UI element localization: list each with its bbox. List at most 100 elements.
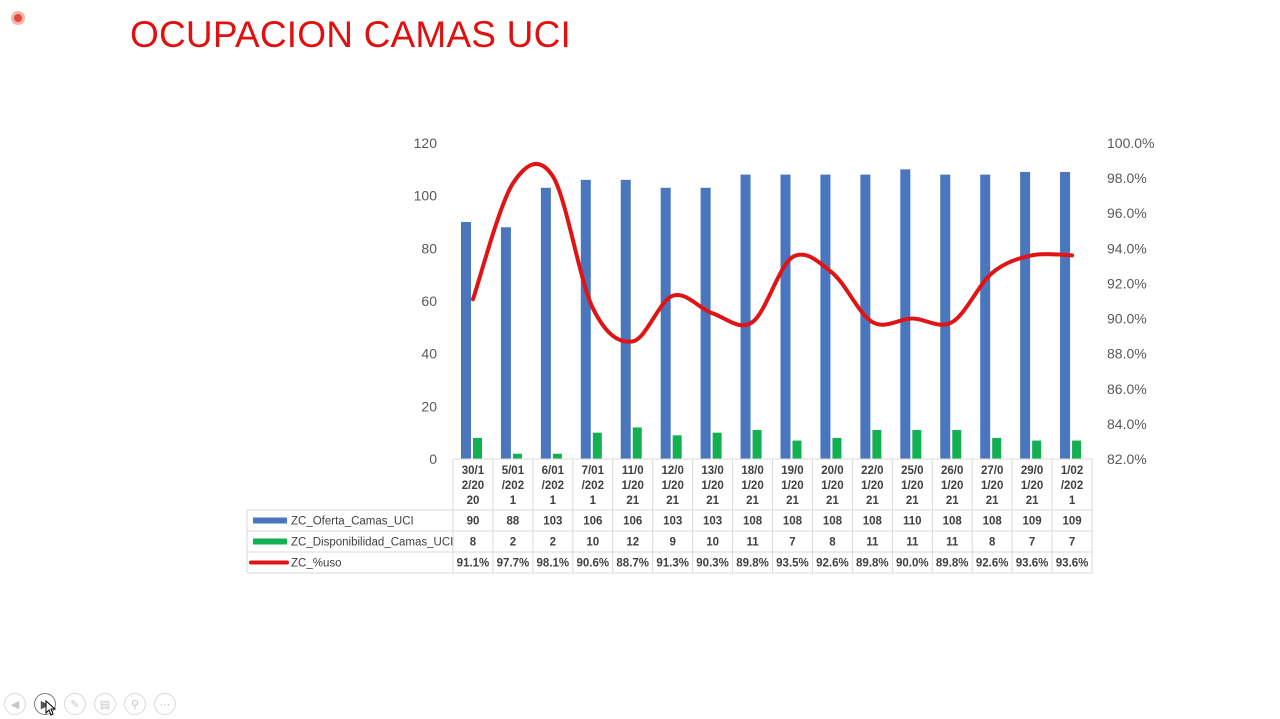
table-cell-value: 89.8% <box>936 558 969 570</box>
bar-zc_oferta_camas_uci <box>780 174 791 459</box>
slide-title: OCUPACION CAMAS UCI <box>130 14 571 55</box>
x-tick-label: 1/20 <box>781 480 803 492</box>
table-cell-value: 108 <box>863 516 883 528</box>
bar-zc_oferta_camas_uci <box>1060 171 1071 459</box>
bar-zc_disponibilidad_camas_uci <box>872 430 882 459</box>
x-tick-label: 20 <box>467 495 480 507</box>
y-right-tick-label: 96.0% <box>1107 205 1147 221</box>
table-cell-value: 89.8% <box>856 558 889 570</box>
table-cell-value: 8 <box>989 537 996 549</box>
zoom-icon[interactable]: ⚲ <box>124 693 146 715</box>
legend-label: ZC_Disponibilidad_Camas_UCI <box>291 537 453 549</box>
pen-icon[interactable]: ✎ <box>64 693 86 715</box>
line-zc-uso <box>470 161 1075 344</box>
x-tick-label: 1/20 <box>941 480 963 492</box>
slides-icon[interactable]: ▤ <box>94 693 116 715</box>
table-cell-value: 11 <box>866 537 879 549</box>
bar-zc_oferta_camas_uci <box>620 179 631 459</box>
x-tick-label: 21 <box>826 495 839 507</box>
bar-zc_oferta_camas_uci <box>700 187 711 459</box>
x-tick-label: /202 <box>582 480 604 492</box>
table-cell-value: 11 <box>906 537 919 549</box>
x-tick-label: 1/20 <box>981 480 1003 492</box>
legend-label: ZC_Oferta_Camas_UCI <box>291 516 414 528</box>
next-arrow-icon[interactable]: ▶ <box>34 693 56 715</box>
x-tick-label: 1/20 <box>622 480 644 492</box>
bar-zc_disponibilidad_camas_uci <box>672 435 682 459</box>
y-right-tick-label: 100.0% <box>1107 135 1154 151</box>
x-tick-label: 21 <box>706 495 719 507</box>
bar-zc_disponibilidad_camas_uci <box>992 437 1002 459</box>
bar-zc_oferta_camas_uci <box>740 174 751 459</box>
x-tick-label: 1/20 <box>821 480 843 492</box>
x-tick-label: 21 <box>786 495 799 507</box>
bar-zc_disponibilidad_camas_uci <box>512 453 522 459</box>
table-cell-value: 90 <box>467 516 480 528</box>
table-cell-value: 93.6% <box>1016 558 1049 570</box>
y-right-tick-label: 92.0% <box>1107 275 1147 291</box>
prev-arrow-icon[interactable]: ◀ <box>4 693 26 715</box>
table-cell-value: 7 <box>789 537 795 549</box>
table-cell-value: 10 <box>706 537 719 549</box>
table-cell-value: 108 <box>823 516 843 528</box>
x-tick-label: 21 <box>946 495 959 507</box>
y-left-tick-label: 120 <box>414 135 438 151</box>
table-cell-value: 97.7% <box>497 558 530 570</box>
more-icon[interactable]: ⋯ <box>154 693 176 715</box>
x-tick-label: 6/01 <box>542 465 565 477</box>
bar-zc_disponibilidad_camas_uci <box>1072 440 1082 459</box>
x-tick-label: 1/02 <box>1061 465 1083 477</box>
x-tick-label: 13/0 <box>701 465 723 477</box>
y-left-tick-label: 40 <box>421 346 437 362</box>
table-cell-value: 103 <box>543 516 562 528</box>
y-right-tick-label: 84.0% <box>1107 416 1147 432</box>
x-tick-label: 21 <box>986 495 999 507</box>
table-cell-value: 92.6% <box>816 558 849 570</box>
slideshow-toolbar: ◀ ▶ ✎ ▤ ⚲ ⋯ <box>4 693 176 715</box>
bar-zc_oferta_camas_uci <box>900 169 911 460</box>
y-left-tick-label: 100 <box>414 188 438 204</box>
bar-zc_disponibilidad_camas_uci <box>1032 440 1042 459</box>
bar-zc_oferta_camas_uci <box>940 174 951 459</box>
table-cell-value: 8 <box>470 537 477 549</box>
x-tick-label: 25/0 <box>901 465 923 477</box>
table-cell-value: 91.1% <box>457 558 490 570</box>
table-cell-value: 103 <box>663 516 682 528</box>
table-cell-value: 108 <box>783 516 803 528</box>
x-tick-label: 21 <box>866 495 879 507</box>
table-cell-value: 88 <box>507 516 520 528</box>
bar-zc_disponibilidad_camas_uci <box>552 453 562 459</box>
x-tick-label: /202 <box>542 480 564 492</box>
table-cell-value: 8 <box>829 537 836 549</box>
bar-zc_oferta_camas_uci <box>980 174 991 459</box>
table-cell-value: 89.8% <box>736 558 769 570</box>
x-tick-label: 1 <box>550 495 557 507</box>
table-cell-value: 7 <box>1029 537 1035 549</box>
table-cell-value: 7 <box>1069 537 1075 549</box>
x-tick-label: /202 <box>502 480 524 492</box>
table-cell-value: 11 <box>746 537 759 549</box>
table-cell-value: 103 <box>703 516 722 528</box>
table-cell-value: 2 <box>510 537 516 549</box>
table-cell-value: 90.6% <box>576 558 609 570</box>
table-cell-value: 108 <box>983 516 1003 528</box>
x-tick-label: 26/0 <box>941 465 963 477</box>
y-right-tick-label: 94.0% <box>1107 240 1147 256</box>
x-tick-label: 19/0 <box>781 465 803 477</box>
x-tick-label: 11/0 <box>622 465 644 477</box>
x-tick-label: 21 <box>906 495 919 507</box>
bar-zc_oferta_camas_uci <box>660 187 671 459</box>
table-cell-value: 91.3% <box>656 558 689 570</box>
x-tick-label: 22/0 <box>861 465 883 477</box>
table-cell-value: 90.0% <box>896 558 929 570</box>
y-right-tick-label: 98.0% <box>1107 170 1147 186</box>
x-tick-label: 12/0 <box>661 465 683 477</box>
table-cell-value: 2 <box>550 537 556 549</box>
recording-indicator-icon <box>11 11 25 25</box>
x-tick-label: 21 <box>1026 495 1039 507</box>
bar-zc_oferta_camas_uci <box>1020 171 1031 459</box>
table-cell-value: 92.6% <box>976 558 1009 570</box>
table-cell-value: 93.6% <box>1056 558 1089 570</box>
table-cell-value: 109 <box>1062 516 1081 528</box>
x-tick-label: 1/20 <box>901 480 923 492</box>
